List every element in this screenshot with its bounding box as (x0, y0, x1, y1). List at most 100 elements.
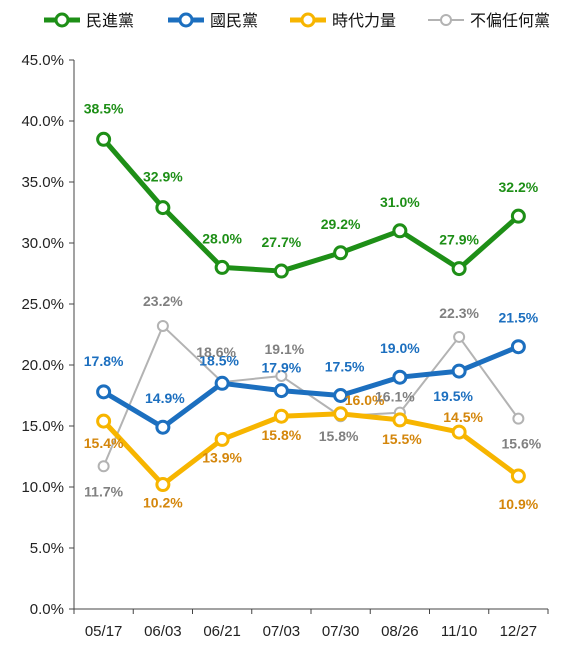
data-label: 17.5% (325, 359, 365, 375)
data-label: 28.0% (202, 230, 242, 246)
data-label: 16.1% (375, 389, 415, 405)
data-point (333, 388, 349, 403)
data-label: 18.5% (199, 352, 239, 368)
data-point (273, 383, 289, 399)
legend-label: 民進黨 (86, 11, 134, 30)
data-point (155, 477, 171, 493)
data-point (214, 259, 230, 275)
y-tick-label: 45.0% (21, 52, 64, 69)
legend-swatch-marker (300, 12, 316, 28)
y-tick-label: 0.0% (30, 601, 64, 618)
series-line (101, 411, 520, 488)
legend: 民進黨 國民黨 時代力量 不偏任何黨 (44, 11, 550, 30)
legend-label: 時代力量 (332, 11, 396, 30)
y-tick-label: 25.0% (21, 296, 64, 313)
data-point (451, 424, 467, 440)
data-label: 15.5% (382, 431, 422, 447)
data-label: 15.6% (502, 436, 542, 452)
data-label: 14.5% (443, 409, 483, 425)
data-point (392, 412, 408, 428)
y-axis: 0.0% 5.0% 10.0% 15.0% 20.0% 25.0% 30.0% 35.0% 40… (21, 52, 75, 618)
data-label: 13.9% (202, 449, 242, 465)
data-label: 19.0% (380, 340, 420, 356)
series-layer (96, 131, 526, 493)
data-label: 29.2% (321, 216, 361, 232)
x-tick-label: 12/27 (500, 623, 538, 640)
y-tick-label: 15.0% (21, 418, 64, 435)
y-tick-label: 20.0% (21, 357, 64, 374)
x-tick-label: 07/30 (322, 623, 360, 640)
data-label: 32.2% (499, 179, 539, 195)
data-point (333, 245, 349, 261)
data-point (156, 319, 169, 332)
data-point (96, 413, 112, 429)
data-point (453, 330, 466, 343)
data-point (275, 369, 288, 382)
legend-item: 民進黨 (44, 11, 134, 30)
data-label: 17.8% (84, 353, 124, 369)
data-label: 15.4% (84, 435, 124, 451)
data-point (451, 363, 467, 379)
legend-item: 不偏任何黨 (428, 11, 550, 30)
data-point (392, 223, 408, 239)
data-point (451, 261, 467, 277)
data-label: 10.2% (143, 495, 183, 511)
data-point (155, 419, 171, 435)
data-point (273, 408, 289, 424)
series-2 (96, 406, 526, 493)
data-point (392, 369, 408, 385)
data-point (214, 375, 230, 391)
data-label: 38.5% (84, 100, 124, 116)
data-point (155, 200, 171, 216)
data-label: 31.0% (380, 194, 420, 210)
y-tick-label: 10.0% (21, 479, 64, 496)
x-tick-label: 05/17 (85, 623, 123, 640)
x-axis: 05/17 06/03 06/21 07/03 07/30 08/26 11/10 12/27 (73, 608, 549, 640)
data-label: 15.8% (319, 428, 359, 444)
data-label: 18.6% (196, 344, 236, 360)
data-point (512, 412, 525, 425)
y-tick-label: 30.0% (21, 235, 64, 252)
data-point (96, 131, 112, 147)
data-label: 15.8% (262, 427, 302, 443)
data-label: 22.3% (439, 305, 479, 321)
legend-label: 不偏任何黨 (470, 11, 550, 30)
data-labels: 38.5% 32.9% 28.0% 27.7% 29.2% 31.0% 27.9% 32.2%… (84, 100, 542, 512)
x-tick-label: 06/03 (144, 623, 182, 640)
series-line (102, 344, 520, 430)
x-tick-label: 07/03 (263, 623, 301, 640)
legend-label: 國民黨 (210, 11, 258, 30)
data-point (214, 431, 230, 447)
legend-swatch-marker (54, 12, 70, 28)
data-point (510, 468, 526, 484)
y-tick-label: 35.0% (21, 174, 64, 191)
data-label: 32.9% (143, 169, 183, 185)
data-label: 14.9% (145, 390, 185, 406)
y-tick-label: 40.0% (21, 113, 64, 130)
legend-item: 國民黨 (168, 11, 258, 30)
legend-item: 時代力量 (290, 11, 396, 30)
data-point (97, 460, 110, 473)
series-line (102, 324, 520, 467)
series-line (101, 137, 521, 274)
data-point (333, 406, 349, 422)
data-label: 17.9% (262, 360, 302, 376)
data-point (510, 339, 526, 355)
series-1 (96, 339, 526, 435)
x-tick-label: 06/21 (203, 623, 241, 640)
data-label: 10.9% (499, 496, 539, 512)
legend-swatch-marker (440, 14, 452, 26)
data-point (96, 384, 112, 400)
y-tick-label: 5.0% (30, 540, 64, 557)
x-tick-label: 08/26 (381, 623, 419, 640)
data-label: 11.7% (84, 483, 123, 499)
data-label: 27.9% (439, 232, 479, 248)
data-label: 21.5% (499, 310, 539, 326)
x-tick-label: 11/10 (441, 623, 477, 640)
data-label: 19.5% (433, 388, 473, 404)
data-point (273, 263, 289, 279)
data-point (510, 208, 526, 224)
legend-swatch-marker (178, 12, 194, 28)
data-label: 19.1% (265, 341, 305, 357)
